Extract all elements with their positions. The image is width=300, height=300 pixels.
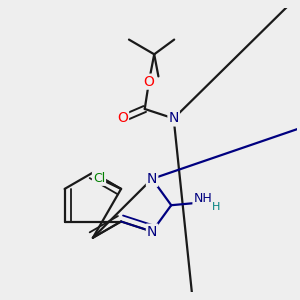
Text: H: H: [212, 202, 220, 212]
Text: Cl: Cl: [93, 172, 105, 185]
Text: O: O: [143, 75, 155, 88]
Text: N: N: [147, 225, 157, 238]
Text: NH: NH: [194, 192, 212, 205]
Text: N: N: [147, 172, 157, 186]
Text: N: N: [169, 112, 179, 125]
Text: O: O: [117, 112, 128, 125]
